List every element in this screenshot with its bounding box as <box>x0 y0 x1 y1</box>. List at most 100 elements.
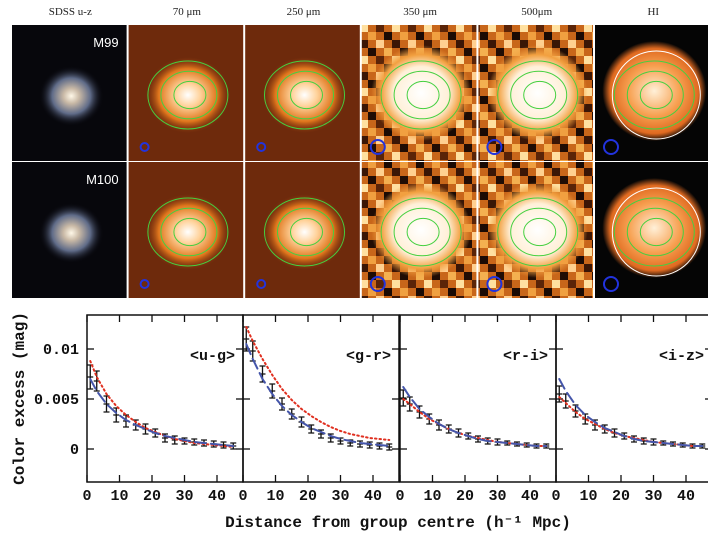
x-tick-label: 30 <box>644 488 662 505</box>
panel-title: <i-z> <box>659 348 704 365</box>
beam <box>256 279 267 289</box>
contour <box>173 217 207 247</box>
beam <box>369 139 386 155</box>
contour <box>147 197 229 267</box>
beam <box>139 142 150 152</box>
error-bar <box>87 364 94 390</box>
contour <box>380 197 462 267</box>
error-bar <box>386 443 393 451</box>
error-bar <box>171 435 178 445</box>
x-tick-label: 20 <box>612 488 630 505</box>
contour <box>626 70 684 120</box>
contour <box>523 80 557 110</box>
y-tick-label: 0.005 <box>34 392 79 409</box>
contour <box>510 207 568 257</box>
error-bar <box>142 423 149 435</box>
column-header: HI <box>647 6 659 18</box>
plot-frame <box>399 314 557 483</box>
contour <box>290 80 323 110</box>
error-bar <box>220 441 227 449</box>
panel-title: <g-r> <box>346 348 391 365</box>
emission <box>145 194 230 270</box>
model-line-dashed <box>89 378 235 447</box>
panel-title: <r-i> <box>503 348 548 365</box>
emission <box>487 45 588 141</box>
beam <box>486 139 503 155</box>
image-grid: SDSS u-z 70 μm 250 μm 350 μm 500μm HI M99 M100 <box>12 6 708 298</box>
emission <box>602 178 707 278</box>
x-tick-label: 0 <box>551 488 560 505</box>
column-header: 350 μm <box>403 6 437 18</box>
emission <box>262 57 347 133</box>
panel-title: <u-g> <box>190 348 235 365</box>
error-bar <box>416 405 423 419</box>
beam <box>139 279 150 289</box>
beam <box>256 142 267 152</box>
emission <box>145 57 230 133</box>
model-line-dashed <box>558 378 704 447</box>
row-label: M100 <box>86 172 119 187</box>
error-bar <box>308 424 315 434</box>
contour <box>406 80 440 110</box>
emission <box>371 182 472 278</box>
beam-outline <box>611 50 701 140</box>
error-bar <box>562 393 569 409</box>
contour <box>264 60 345 130</box>
x-tick-label: 0 <box>238 488 247 505</box>
galaxy <box>39 66 104 126</box>
beam <box>486 276 503 292</box>
contour <box>613 197 695 267</box>
x-tick-label: 20 <box>456 488 474 505</box>
column-header: 250 μm <box>287 6 321 18</box>
contour <box>393 70 451 120</box>
contour <box>626 207 684 257</box>
error-bar <box>93 370 100 392</box>
contour <box>277 207 334 257</box>
x-tick-label: 30 <box>488 488 506 505</box>
error-bar <box>582 413 589 425</box>
x-tick-label: 20 <box>299 488 317 505</box>
contour <box>290 217 323 247</box>
error-bar <box>400 389 407 407</box>
contour <box>393 207 451 257</box>
x-tick-label: 30 <box>175 488 193 505</box>
model-line-dashed <box>402 386 548 447</box>
contour <box>613 60 695 130</box>
error-bar <box>162 433 168 443</box>
contour <box>406 217 440 247</box>
contour <box>639 80 673 110</box>
beam <box>369 276 386 292</box>
emission <box>262 194 347 270</box>
model-line-dashed <box>245 343 391 447</box>
y-tick-label: 0.01 <box>43 342 79 359</box>
error-bar <box>572 404 579 418</box>
x-tick-label: 0 <box>82 488 91 505</box>
contour <box>277 70 334 120</box>
model-line-dotted <box>245 326 391 441</box>
contour <box>497 60 579 130</box>
galaxy <box>39 203 104 263</box>
error-bar <box>318 429 324 439</box>
error-bar <box>259 365 266 383</box>
emission <box>371 45 472 141</box>
contour <box>160 70 218 120</box>
contour <box>264 197 345 267</box>
emission <box>602 41 707 141</box>
plot-frame <box>555 314 708 483</box>
x-tick-label: 10 <box>579 488 597 505</box>
error-bar <box>556 385 563 403</box>
error-bar <box>279 397 285 411</box>
error-bar <box>327 433 334 443</box>
x-tick-label: 0 <box>395 488 404 505</box>
beam <box>603 139 619 155</box>
x-tick-label: 20 <box>143 488 161 505</box>
x-tick-label: 10 <box>266 488 284 505</box>
contour <box>380 60 462 130</box>
x-axis-label: Distance from group centre (h⁻¹ Mpc) <box>225 514 571 532</box>
contour <box>639 217 673 247</box>
x-tick-label: 40 <box>521 488 539 505</box>
x-tick-label: 40 <box>364 488 382 505</box>
plot-frame <box>242 314 400 483</box>
contour <box>510 70 568 120</box>
